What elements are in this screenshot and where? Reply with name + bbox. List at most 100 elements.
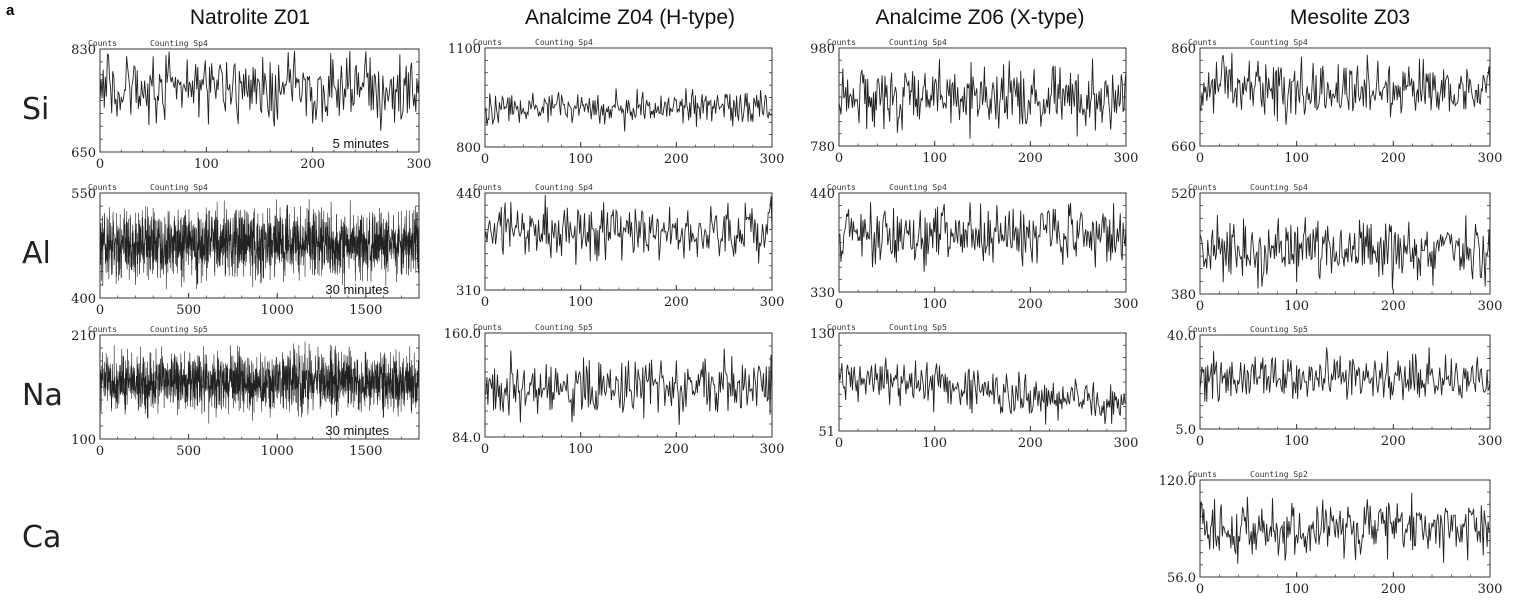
- chart-header-counts: Counts: [88, 325, 117, 334]
- x-tick-label: 100: [1284, 299, 1309, 314]
- chart-header-mode: Counting Sp5: [535, 323, 593, 332]
- x-tick-label: 0: [1196, 299, 1204, 314]
- y-tick-label-top: 130: [810, 327, 835, 342]
- x-tick-label: 100: [568, 295, 593, 310]
- y-tick-label-top: 40.0: [1167, 329, 1196, 344]
- x-tick-label: 200: [1381, 299, 1406, 314]
- x-tick-label: 300: [1478, 299, 1503, 314]
- chart-header-counts: Counts: [1188, 470, 1217, 479]
- x-tick-label: 200: [664, 152, 689, 167]
- x-tick-label: 0: [481, 295, 489, 310]
- x-tick-label: 0: [835, 436, 843, 451]
- chart-header-mode: Counting Sp5: [1250, 325, 1308, 334]
- chart-mesolite-na: Counts Counting Sp5 40.0 5.00 100 200 300: [1167, 325, 1502, 449]
- row-label-al: Al: [22, 236, 51, 271]
- plot-frame: [1199, 479, 1491, 578]
- x-tick-label: 100: [568, 442, 593, 457]
- chart-header-counts: Counts: [473, 38, 502, 47]
- x-tick-label: 1500: [349, 444, 382, 459]
- chart-header-mode: Counting Sp4: [535, 183, 593, 192]
- y-tick-label-bottom: 310: [456, 284, 481, 299]
- x-tick-label: 100: [922, 151, 947, 166]
- chart-header-counts: Counts: [473, 183, 502, 192]
- y-tick-label-top: 1100: [448, 42, 481, 57]
- series-line: [1199, 52, 1491, 125]
- y-tick-label-top: 120.0: [1159, 474, 1196, 489]
- x-tick-label: 1000: [261, 444, 294, 459]
- y-tick-label-bottom: 51: [818, 425, 835, 440]
- x-tick-label: 1500: [349, 303, 382, 318]
- y-tick-label-top: 210: [71, 329, 96, 344]
- x-tick-label: 100: [194, 157, 219, 172]
- x-tick-label: 0: [835, 297, 843, 312]
- column-title-analcime-x: Analcime Z06 (X-type): [875, 6, 1085, 29]
- chart-header-counts: Counts: [473, 323, 502, 332]
- y-tick-label-bottom: 380: [1171, 288, 1196, 303]
- series-line: [99, 341, 420, 424]
- y-tick-label-top: 860: [1171, 42, 1196, 57]
- chart-header-mode: Counting Sp2: [1250, 470, 1308, 479]
- chart-header-counts: Counts: [88, 39, 117, 48]
- chart-natrolite-na: Counts Counting Sp5 210 1000 500 1000 1500 30 m…: [71, 325, 420, 459]
- x-tick-label: 500: [176, 303, 201, 318]
- x-tick-label: 300: [760, 295, 785, 310]
- y-tick-label-top: 160.0: [444, 327, 481, 342]
- duration-note: 5 minutes: [333, 136, 390, 151]
- x-tick-label: 200: [1018, 151, 1043, 166]
- series-line: [838, 58, 1127, 139]
- x-tick-label: 300: [1114, 151, 1139, 166]
- x-tick-label: 200: [1381, 434, 1406, 449]
- x-tick-label: 100: [922, 297, 947, 312]
- y-tick-label-bottom: 660: [1171, 140, 1196, 155]
- row-label-si: Si: [22, 92, 50, 127]
- y-tick-label-bottom: 84.0: [452, 431, 481, 446]
- y-tick-label-bottom: 100: [71, 433, 96, 448]
- x-tick-label: 300: [1114, 297, 1139, 312]
- chart-header-counts: Counts: [827, 183, 856, 192]
- x-tick-label: 200: [300, 157, 325, 172]
- chart-header-mode: Counting Sp4: [1250, 38, 1308, 47]
- x-tick-label: 200: [664, 442, 689, 457]
- series-line: [484, 348, 773, 425]
- y-tick-label-bottom: 330: [810, 286, 835, 301]
- duration-note: 30 minutes: [325, 423, 389, 438]
- series-line: [484, 88, 773, 132]
- chart-header-mode: Counting Sp4: [889, 38, 947, 47]
- column-title-analcime-h: Analcime Z04 (H-type): [524, 6, 736, 29]
- x-tick-label: 300: [1478, 151, 1503, 166]
- x-tick-label: 100: [1284, 582, 1309, 597]
- chart-analcime-h-na: Counts Counting Sp5 160.0 84.00 100 200 300: [444, 323, 785, 457]
- x-tick-label: 0: [96, 157, 104, 172]
- series-line: [484, 194, 773, 265]
- x-tick-label: 200: [1018, 436, 1043, 451]
- y-tick-label-top: 440: [456, 187, 481, 202]
- y-tick-label-bottom: 56.0: [1167, 571, 1196, 586]
- x-tick-label: 100: [1284, 434, 1309, 449]
- chart-header-mode: Counting Sp4: [150, 183, 208, 192]
- chart-header-mode: Counting Sp4: [150, 39, 208, 48]
- x-tick-label: 200: [1381, 151, 1406, 166]
- series-line: [838, 357, 1127, 425]
- x-tick-label: 200: [664, 295, 689, 310]
- x-tick-label: 0: [96, 444, 104, 459]
- x-tick-label: 300: [1114, 436, 1139, 451]
- plot-frame: [1199, 47, 1491, 147]
- series-line: [1199, 215, 1491, 290]
- y-tick-label-top: 550: [71, 187, 96, 202]
- y-tick-label-bottom: 400: [71, 292, 96, 307]
- x-tick-label: 0: [1196, 151, 1204, 166]
- x-tick-label: 300: [1478, 582, 1503, 597]
- panel-letter: a: [6, 2, 15, 19]
- x-tick-label: 300: [760, 152, 785, 167]
- x-tick-label: 0: [96, 303, 104, 318]
- x-tick-label: 0: [481, 152, 489, 167]
- duration-note: 30 minutes: [325, 282, 389, 297]
- y-tick-label-top: 520: [1171, 187, 1196, 202]
- series-line: [99, 199, 420, 290]
